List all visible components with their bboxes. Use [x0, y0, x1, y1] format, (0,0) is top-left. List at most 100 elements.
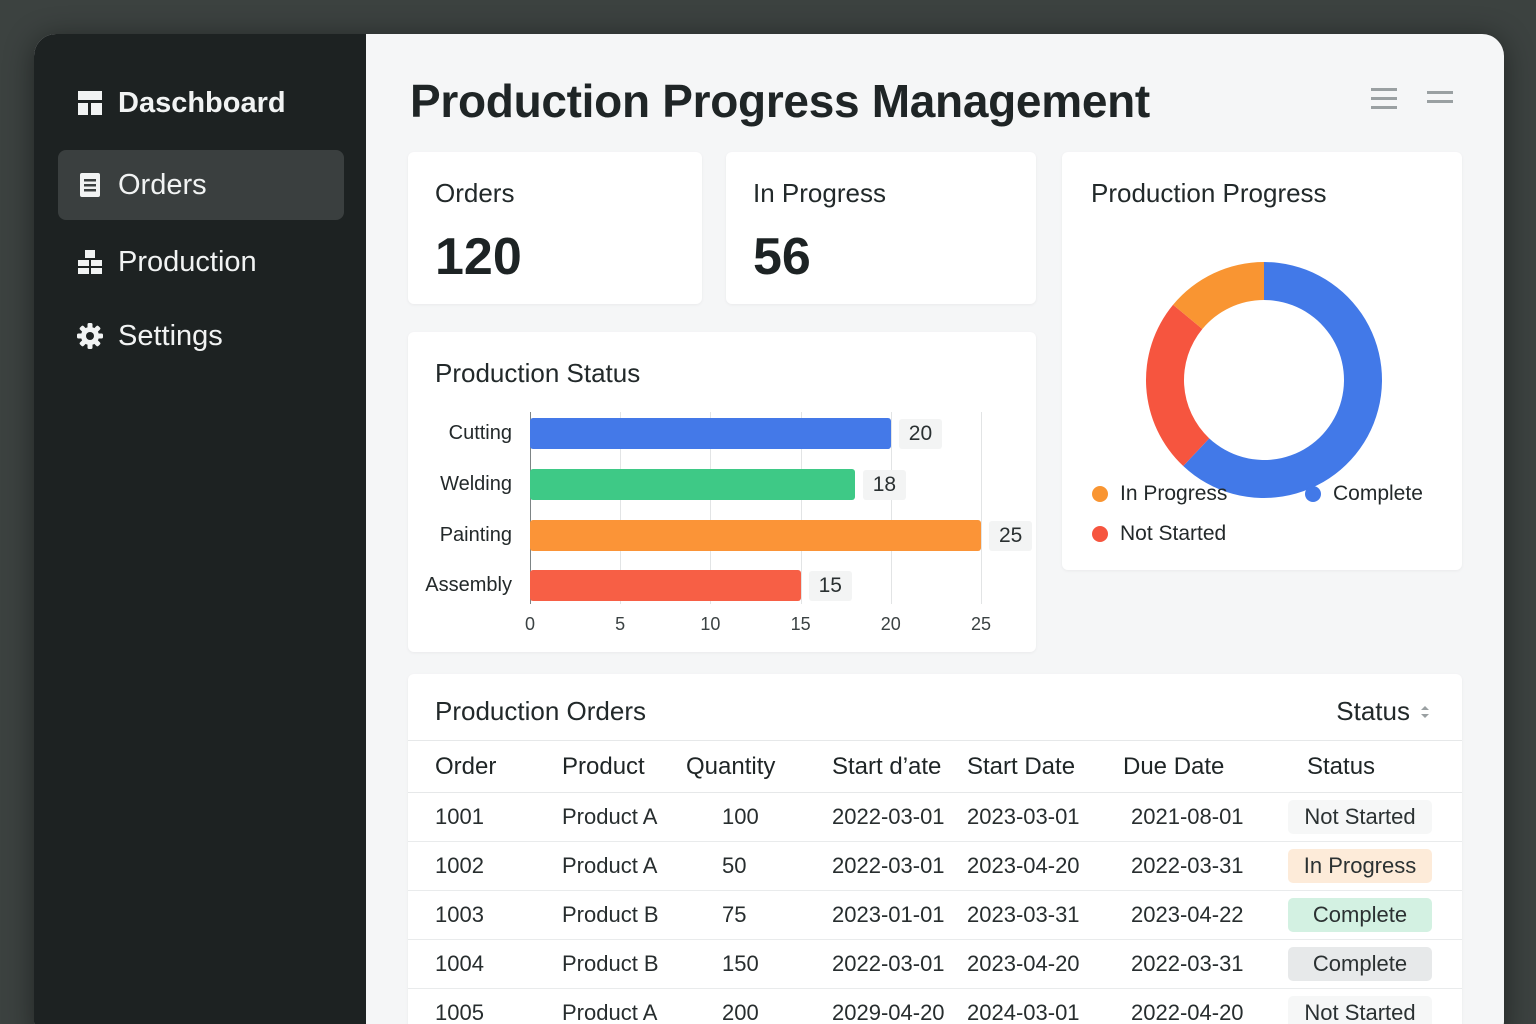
x-tick-label: 15: [790, 614, 811, 634]
x-tick-label: 20: [880, 614, 901, 634]
legend-dot: [1092, 526, 1108, 542]
orders-table: Order Product Quantity Start d’ate Start…: [408, 740, 1462, 1024]
start-date-cell: 2029-04-20: [832, 988, 967, 1024]
bar-category-label: Welding: [440, 473, 512, 495]
bar-category-label: Painting: [439, 524, 512, 546]
sidebar-item-label: Production: [118, 245, 257, 278]
sidebar-item-settings[interactable]: Settings: [58, 301, 344, 371]
status-badge: Complete: [1288, 947, 1432, 981]
order-cell: 1005: [408, 988, 562, 1024]
production-orders-card: Production Orders Status Order Product Q…: [408, 674, 1462, 1024]
bar-assembly: [530, 570, 801, 601]
status-filter[interactable]: Status: [1336, 696, 1430, 727]
bar-category-label: Assembly: [425, 574, 512, 596]
status-badge: Not Started: [1288, 996, 1432, 1024]
start-date-cell: 2023-03-31: [967, 890, 1123, 940]
table-row[interactable]: 1004 Product B 150 2022-03-01 2023-04-20 2022…: [408, 939, 1462, 989]
bar-value-label: 25: [989, 521, 1033, 551]
table-row[interactable]: 1005 Product A 200 2029-04-20 2024-03-01 2022…: [408, 988, 1462, 1024]
column-header-order[interactable]: Order: [408, 740, 562, 793]
gridline: [890, 412, 892, 604]
order-cell: 1001: [408, 792, 562, 842]
status-badge: In Progress: [1288, 849, 1432, 883]
bar-value-label: 15: [808, 571, 852, 601]
legend-in-progress: In Progress: [1092, 482, 1227, 506]
status-badge: Complete: [1288, 898, 1432, 932]
app-window: Daschboard Orders Production: [34, 34, 1504, 1024]
orders-stat-label: Orders: [435, 178, 515, 208]
start-date-cell: 2023-04-20: [967, 841, 1123, 891]
table-row[interactable]: 1002 Product A 50 2022-03-01 2023-04-20 2022-…: [408, 841, 1462, 891]
product-cell: Product A: [562, 988, 686, 1024]
table-row[interactable]: 1001 Product A 100 2022-03-01 2023-03-01 2021…: [408, 792, 1462, 842]
orders-icon: [76, 171, 104, 199]
status-cell: Complete: [1273, 890, 1462, 940]
sidebar-item-orders[interactable]: Orders: [58, 150, 344, 220]
order-cell: 1002: [408, 841, 562, 891]
status-filter-label: Status: [1336, 696, 1410, 726]
sidebar-item-label: Orders: [118, 168, 207, 201]
start-date-cell: 2024-03-01: [967, 988, 1123, 1024]
status-cell: In Progress: [1273, 841, 1462, 891]
donut-slice-complete: [1183, 262, 1382, 498]
gridline: [530, 412, 531, 604]
donut-slice-in-progress: [1173, 262, 1264, 330]
order-cell: 1004: [408, 939, 562, 989]
due-date-cell: 2022-03-31: [1123, 939, 1273, 989]
bar-value-label: 18: [862, 470, 907, 500]
order-cell: 1003: [408, 890, 562, 940]
gear-icon: [76, 322, 104, 350]
column-header-start-date-1[interactable]: Start d’ate: [832, 740, 967, 793]
column-header-product[interactable]: Product: [562, 740, 686, 793]
start-date-cell: 2023-01-01: [832, 890, 967, 940]
x-tick-label: 0: [524, 614, 535, 634]
sidebar-item-dashboard[interactable]: Daschboard: [58, 68, 344, 138]
in-progress-stat-value: 56: [753, 228, 811, 286]
bar-category-label: Cutting: [448, 422, 512, 444]
in-progress-stat-card: In Progress 56: [726, 152, 1036, 304]
sidebar-item-label: Daschboard: [118, 86, 286, 119]
production-progress-title: Production Progress: [1091, 178, 1327, 208]
production-status-chart: 0 5 10 15 20 25 Cutting 20 Welding 18 Painting 25 As…: [408, 332, 1036, 652]
start-date-cell: 2022-03-01: [832, 939, 967, 989]
sort-icon: [1420, 704, 1430, 720]
column-header-start-date-2[interactable]: Start Date: [967, 740, 1123, 793]
bar-welding: [530, 469, 855, 500]
quantity-cell: 200: [686, 988, 832, 1024]
gridline: [981, 412, 982, 604]
production-status-title: Production Status: [435, 358, 641, 388]
in-progress-stat-label: In Progress: [753, 178, 886, 208]
page-title: Production Progress Management: [410, 75, 1150, 127]
table-header-row: Order Product Quantity Start d’ate Start…: [408, 740, 1462, 793]
orders-stat-value: 120: [435, 228, 522, 286]
quantity-cell: 50: [686, 841, 832, 891]
donut-slice-not-started: [1146, 304, 1210, 467]
product-cell: Product B: [562, 890, 686, 940]
quantity-cell: 75: [686, 890, 832, 940]
legend-label: In Progress: [1120, 482, 1228, 505]
sidebar: Daschboard Orders Production: [34, 34, 366, 1024]
sidebar-item-label: Settings: [118, 319, 223, 352]
bar-cutting: [530, 418, 891, 449]
column-header-status[interactable]: Status: [1273, 740, 1462, 793]
sidebar-item-production[interactable]: Production: [58, 227, 344, 297]
production-status-card: Production Status 0 5 10 15 20 25 Cutting 20 Wel…: [408, 332, 1036, 652]
gridline: [710, 412, 712, 604]
main-content: Production Progress Management Orders 12…: [366, 34, 1504, 1024]
product-cell: Product B: [562, 939, 686, 989]
orders-stat-card: Orders 120: [408, 152, 702, 304]
x-tick-label: 25: [970, 614, 992, 634]
gridline: [620, 412, 622, 604]
legend-label: Complete: [1333, 482, 1423, 505]
legend-dot: [1305, 486, 1321, 502]
legend-label: Not Started: [1120, 522, 1227, 545]
table-row[interactable]: 1003 Product B 75 2023-01-01 2023-03-31 2023-…: [408, 890, 1462, 940]
gridline: [800, 412, 802, 604]
column-header-quantity[interactable]: Quantity: [686, 740, 832, 793]
menu-icon[interactable]: [1425, 86, 1455, 112]
production-progress-donut: [1146, 262, 1382, 498]
column-header-due-date[interactable]: Due Date: [1123, 740, 1273, 793]
list-icon[interactable]: [1369, 86, 1399, 112]
x-tick-label: 10: [700, 614, 721, 634]
bar-painting: [530, 520, 981, 551]
